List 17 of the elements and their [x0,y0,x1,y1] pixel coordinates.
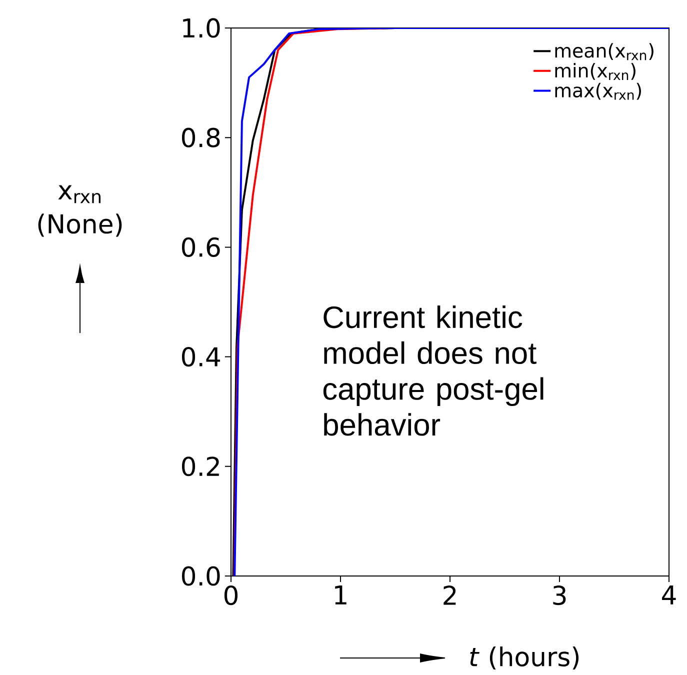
x-tick-label: 1 [335,586,346,604]
annotation: Current kinetic model does not capture post-gel behavior [323,306,544,436]
y-axis-title: x$_{rxn}$ (None) [38,185,122,237]
x-tick-label: 4 [662,586,676,604]
x-tick-label: 3 [553,586,566,606]
legend-label: min(x$_{rxn}$) [555,62,636,80]
x-tick-label: 2 [444,586,456,605]
y-tick-label: 0.8 [182,128,220,148]
x-tick-label: 0 [224,586,238,606]
y-tick-label: 0.0 [182,566,220,586]
y-tick-label: 1.0 [183,18,220,38]
y-tick-label: 0.4 [182,346,220,367]
legend-label: mean(x$_{rxn}$) [555,43,654,60]
y-tick-label: 0.2 [182,456,219,476]
y-tick-label: 0.6 [182,237,220,257]
legend-label: max(x$_{rxn}$) [555,82,641,100]
x-axis-title: t (hours) [470,646,579,670]
